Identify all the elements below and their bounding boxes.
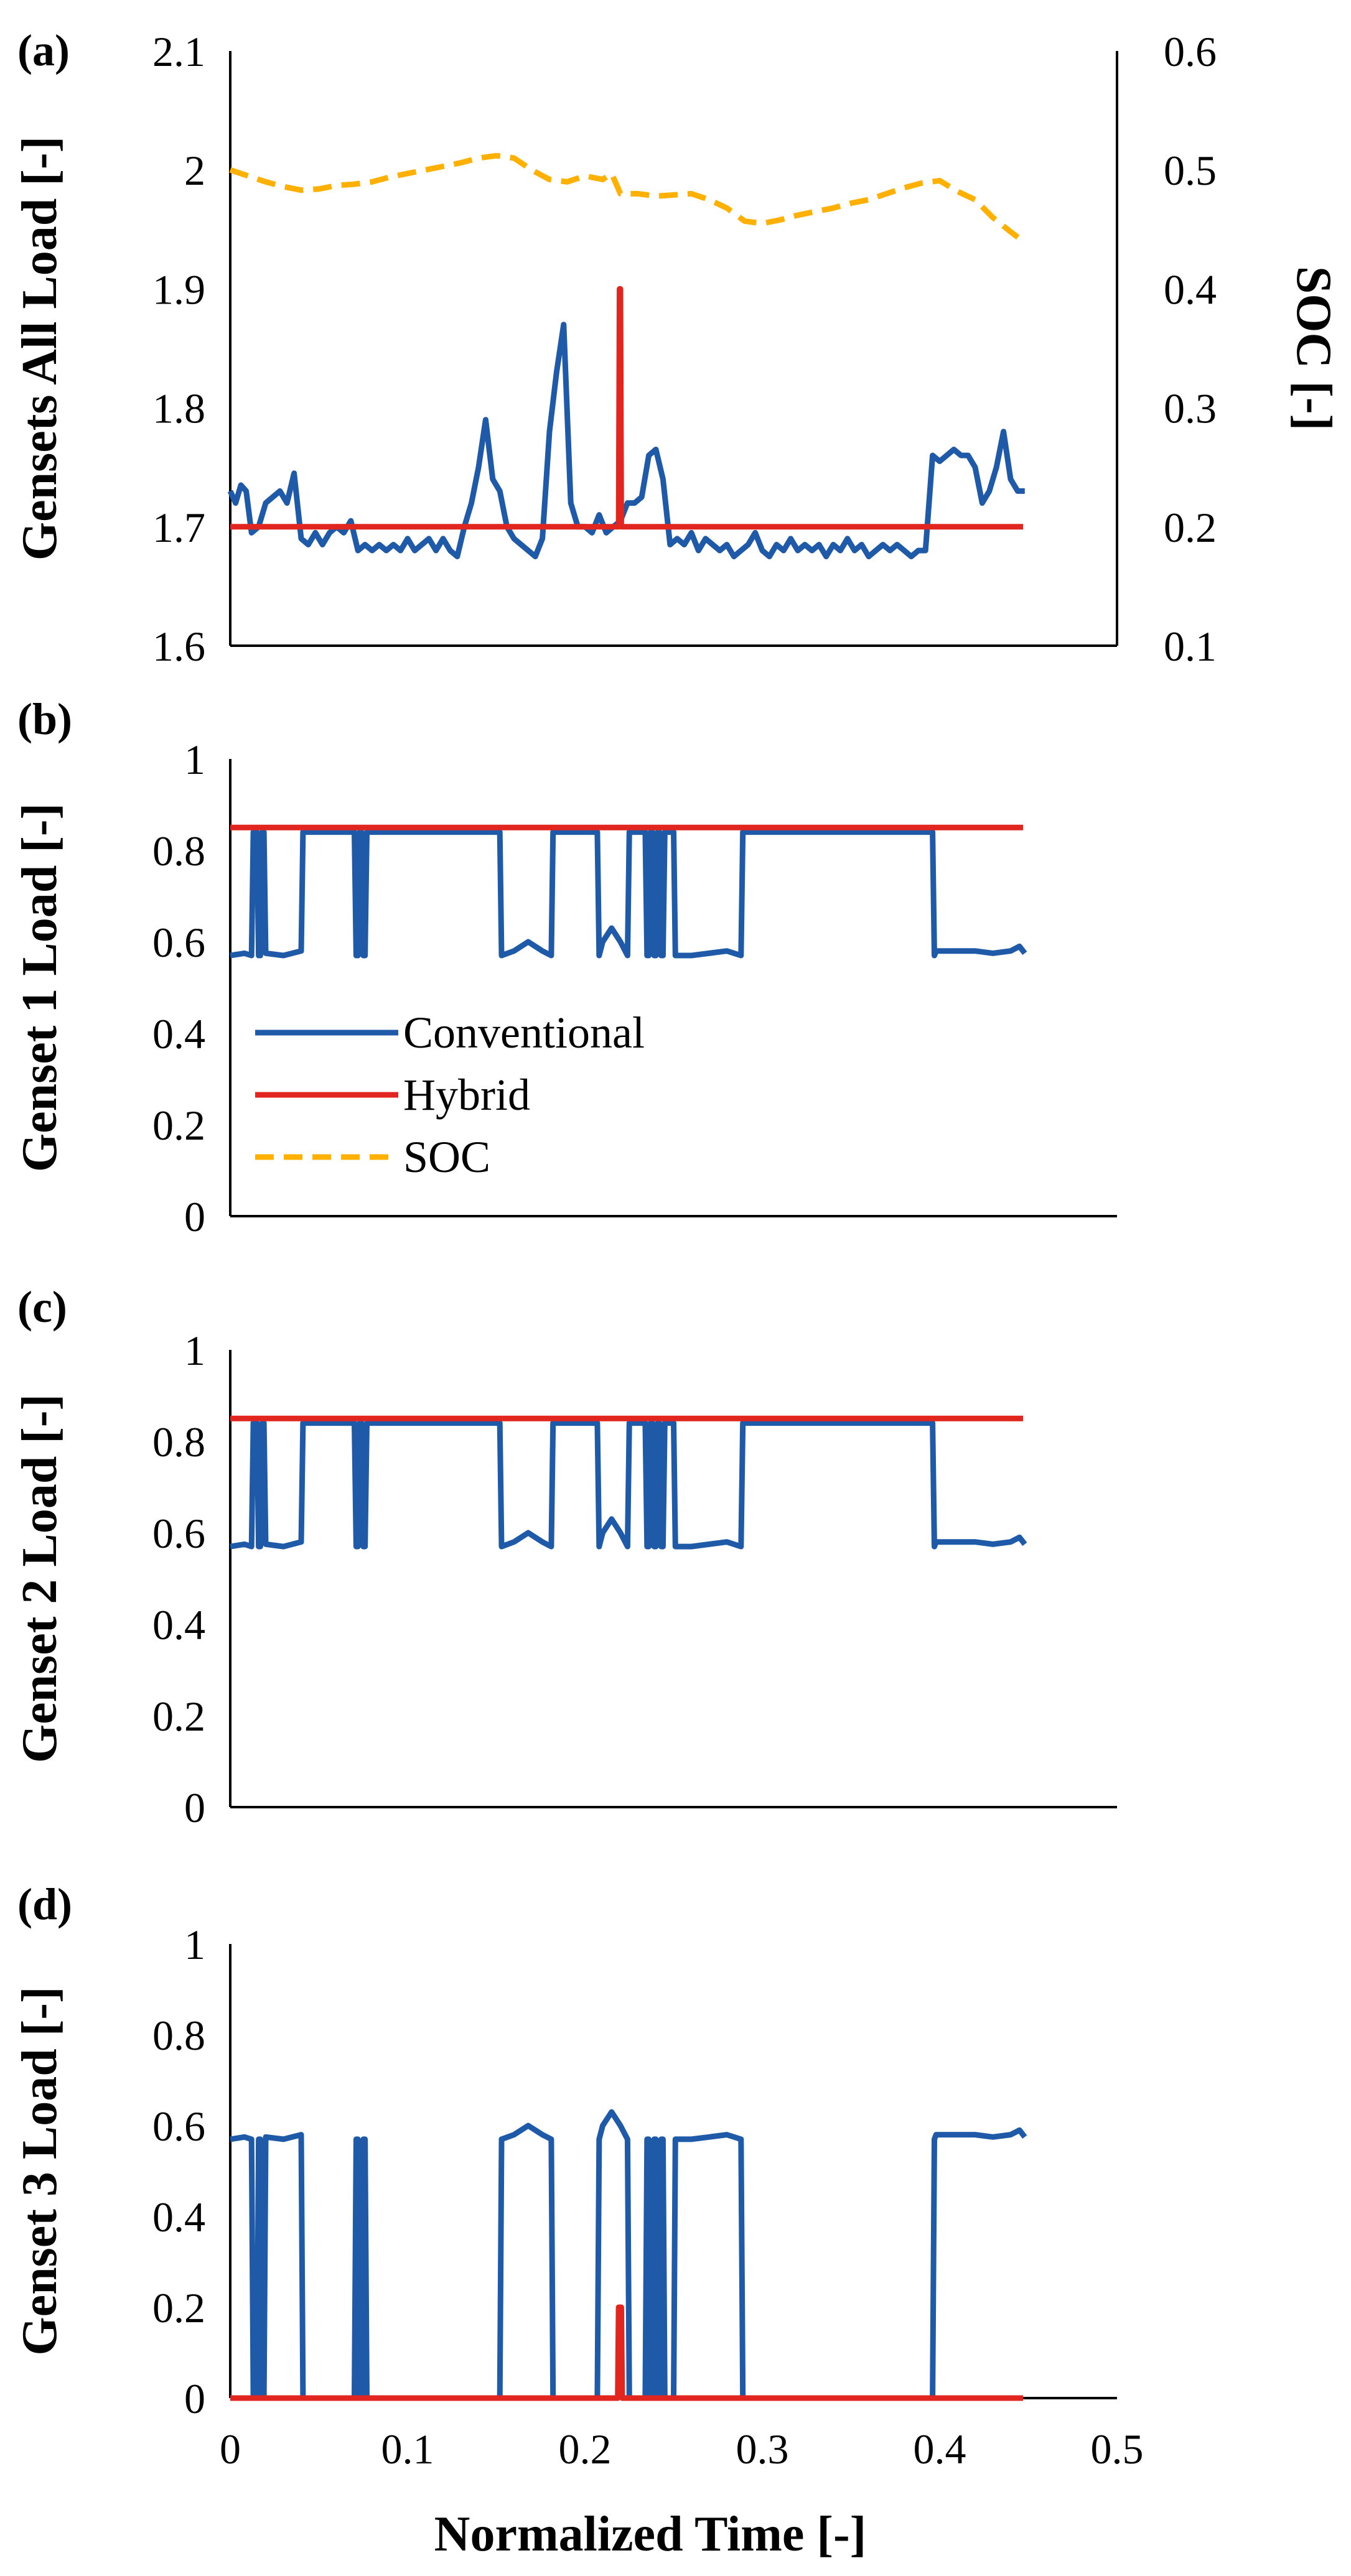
y2-axis-title: SOC [-] [1286,266,1341,430]
y-tick-label: 0.4 [152,2193,205,2241]
y-tick-label: 0.8 [152,1418,205,1466]
y-tick-label: 0 [184,1784,205,1831]
x-tick-label: 0 [220,2425,241,2473]
y-tick-label: 1.9 [152,266,205,313]
legend-label-hybrid: Hybrid [403,1070,530,1120]
y-tick-label: 1.6 [152,623,205,670]
y-tick-label: 0 [184,2375,205,2422]
y-tick-label: 0.6 [152,2103,205,2150]
y-tick-label: 0.8 [152,827,205,875]
y-tick-label: 1.8 [152,385,205,432]
y-tick-label: 1.7 [152,504,205,551]
y2-tick-label: 0.4 [1164,266,1217,313]
x-tick-label: 0.1 [381,2425,434,2473]
panel-label: (a) [17,26,70,75]
y-tick-label: 0.2 [152,2284,205,2332]
y-tick-label: 1 [184,1921,205,1968]
y-tick-label: 0 [184,1193,205,1240]
legend: Conventional Hybrid SOC [255,1008,645,1182]
y-tick-label: 0.4 [152,1010,205,1058]
y-tick-label: 0.2 [152,1102,205,1149]
x-tick-label: 0.3 [736,2425,789,2473]
y-axis-title: Genset 3 Load [-] [12,1986,67,2355]
series-line-soc [229,152,1025,244]
y-axis-title: Genset 1 Load [-] [12,803,67,1172]
series-line-hybrid [230,286,1023,530]
y2-tick-label: 0.1 [1164,623,1217,670]
y-tick-label: 0.6 [152,1510,205,1557]
y2-tick-label: 0.5 [1164,147,1217,194]
y-axis-title: Gensets All Load [-] [12,136,67,560]
y-tick-label: 1 [184,736,205,783]
y2-tick-label: 0.2 [1164,504,1217,551]
series-line-conventional [230,1420,1027,1550]
y-tick-label: 1 [184,1327,205,1374]
y-tick-label: 2 [184,147,205,194]
panel-label: (b) [17,694,72,744]
series-line-conventional [227,322,1025,560]
panel-d: 0 0.2 0.4 0.6 0.8 1 0 0.1 0.2 0.3 0.4 0.5 (d) Genset … [12,1879,1144,2473]
series-line-conventional [230,829,1027,959]
y-tick-label: 0.2 [152,1693,205,1740]
y2-tick-label: 0.6 [1164,28,1217,75]
legend-label-conventional: Conventional [403,1008,645,1058]
panel-b: 0 0.2 0.4 0.6 0.8 1 (b) Genset 1 Load [-] [12,694,1117,1240]
y-tick-label: 2.1 [152,28,205,75]
y2-tick-label: 0.3 [1164,385,1217,432]
y-tick-label: 0.4 [152,1601,205,1648]
y-tick-label: 0.6 [152,919,205,966]
y-tick-label: 0.8 [152,2012,205,2059]
legend-label-soc: SOC [403,1132,490,1182]
panel-label: (d) [17,1879,72,1929]
x-tick-label: 0.2 [559,2425,612,2473]
panel-a: 1.6 1.7 1.8 1.9 2 2.1 0.1 0.2 0.3 0.4 0.5 0.6 (a) Gen… [12,26,1341,670]
y-axis-title: Genset 2 Load [-] [12,1394,67,1763]
x-tick-label: 0.5 [1091,2425,1144,2473]
series-line-conventional [230,2109,1027,2401]
x-axis-title: Normalized Time [-] [434,2507,867,2562]
panel-c: 0 0.2 0.4 0.6 0.8 1 (c) Genset 2 Load [-] [12,1282,1117,1831]
panel-label: (c) [17,1282,67,1332]
series-line-hybrid [230,2304,1023,2401]
x-tick-label: 0.4 [914,2425,966,2473]
